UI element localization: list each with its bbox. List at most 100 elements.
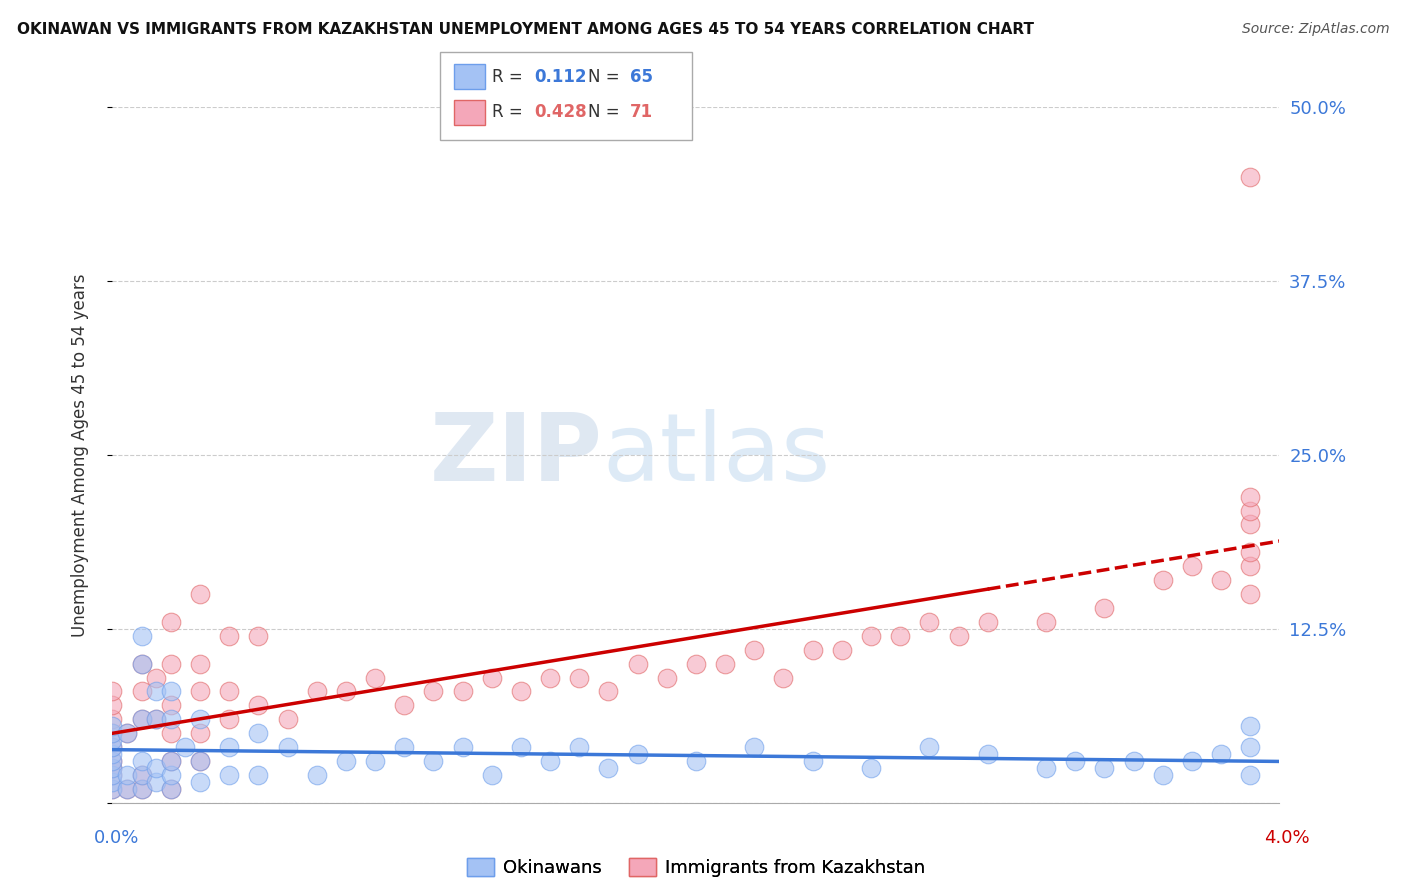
Point	[131, 768, 153, 782]
Point	[626, 747, 648, 761]
Point	[160, 754, 183, 768]
Point	[685, 657, 707, 671]
Text: Source: ZipAtlas.com: Source: ZipAtlas.com	[1241, 22, 1389, 37]
Point	[247, 726, 270, 740]
Point	[131, 657, 153, 671]
Point	[160, 781, 183, 796]
Text: 0.0%: 0.0%	[94, 829, 139, 847]
Point	[101, 768, 124, 782]
Point	[160, 657, 183, 671]
Point	[131, 712, 153, 726]
Point	[218, 712, 240, 726]
Point	[145, 684, 167, 698]
Point	[131, 712, 153, 726]
Point	[188, 775, 211, 789]
Point	[101, 781, 124, 796]
Point	[392, 698, 416, 713]
Text: R =: R =	[492, 103, 529, 121]
Point	[131, 657, 153, 671]
Point	[948, 629, 970, 643]
Point	[101, 726, 124, 740]
Point	[714, 657, 737, 671]
Point	[364, 754, 387, 768]
Point	[101, 761, 124, 775]
Point	[101, 712, 124, 726]
Point	[115, 781, 138, 796]
Point	[160, 712, 183, 726]
Point	[422, 684, 444, 698]
Point	[101, 768, 124, 782]
Point	[115, 781, 138, 796]
Point	[1239, 490, 1261, 504]
Point	[1239, 559, 1261, 574]
Point	[101, 781, 124, 796]
Point	[218, 684, 240, 698]
Text: atlas: atlas	[603, 409, 831, 501]
Point	[218, 629, 240, 643]
Point	[188, 726, 211, 740]
Point	[145, 761, 167, 775]
Point	[101, 726, 124, 740]
Point	[364, 671, 387, 685]
Point	[859, 629, 883, 643]
Point	[101, 740, 124, 755]
Point	[131, 684, 153, 698]
Point	[188, 657, 211, 671]
Point	[305, 684, 328, 698]
Point	[598, 761, 620, 775]
Point	[101, 684, 124, 698]
Text: OKINAWAN VS IMMIGRANTS FROM KAZAKHSTAN UNEMPLOYMENT AMONG AGES 45 TO 54 YEARS CO: OKINAWAN VS IMMIGRANTS FROM KAZAKHSTAN U…	[17, 22, 1033, 37]
Point	[101, 754, 124, 768]
Point	[918, 740, 941, 755]
Point	[188, 754, 211, 768]
Point	[918, 615, 941, 629]
Point	[742, 740, 765, 755]
Point	[145, 712, 167, 726]
Point	[188, 684, 211, 698]
Point	[1181, 754, 1204, 768]
Point	[568, 740, 591, 755]
Text: 65: 65	[630, 68, 652, 86]
Text: 71: 71	[630, 103, 652, 121]
Point	[160, 684, 183, 698]
Point	[1209, 747, 1232, 761]
Point	[188, 754, 211, 768]
Point	[1181, 559, 1204, 574]
Point	[976, 615, 998, 629]
Point	[1239, 545, 1261, 559]
Point	[247, 768, 270, 782]
Point	[101, 754, 124, 768]
Point	[801, 754, 824, 768]
Point	[115, 726, 138, 740]
Point	[568, 671, 591, 685]
Point	[160, 698, 183, 713]
Point	[889, 629, 911, 643]
Point	[538, 671, 561, 685]
Point	[145, 712, 167, 726]
Point	[160, 768, 183, 782]
Point	[160, 615, 183, 629]
Point	[598, 684, 620, 698]
Point	[101, 733, 124, 747]
Point	[1209, 573, 1232, 587]
Point	[131, 629, 153, 643]
Point	[305, 768, 328, 782]
Text: N =: N =	[588, 103, 624, 121]
Point	[1094, 761, 1116, 775]
Point	[101, 698, 124, 713]
Point	[115, 768, 138, 782]
Point	[451, 684, 474, 698]
Point	[145, 671, 167, 685]
Point	[131, 754, 153, 768]
Point	[1035, 761, 1057, 775]
Point	[335, 684, 357, 698]
Point	[1239, 169, 1261, 184]
Point	[160, 726, 183, 740]
Point	[218, 740, 240, 755]
Point	[247, 698, 270, 713]
Point	[772, 671, 794, 685]
Point	[1122, 754, 1144, 768]
Point	[1239, 587, 1261, 601]
Text: R =: R =	[492, 68, 529, 86]
Point	[626, 657, 648, 671]
